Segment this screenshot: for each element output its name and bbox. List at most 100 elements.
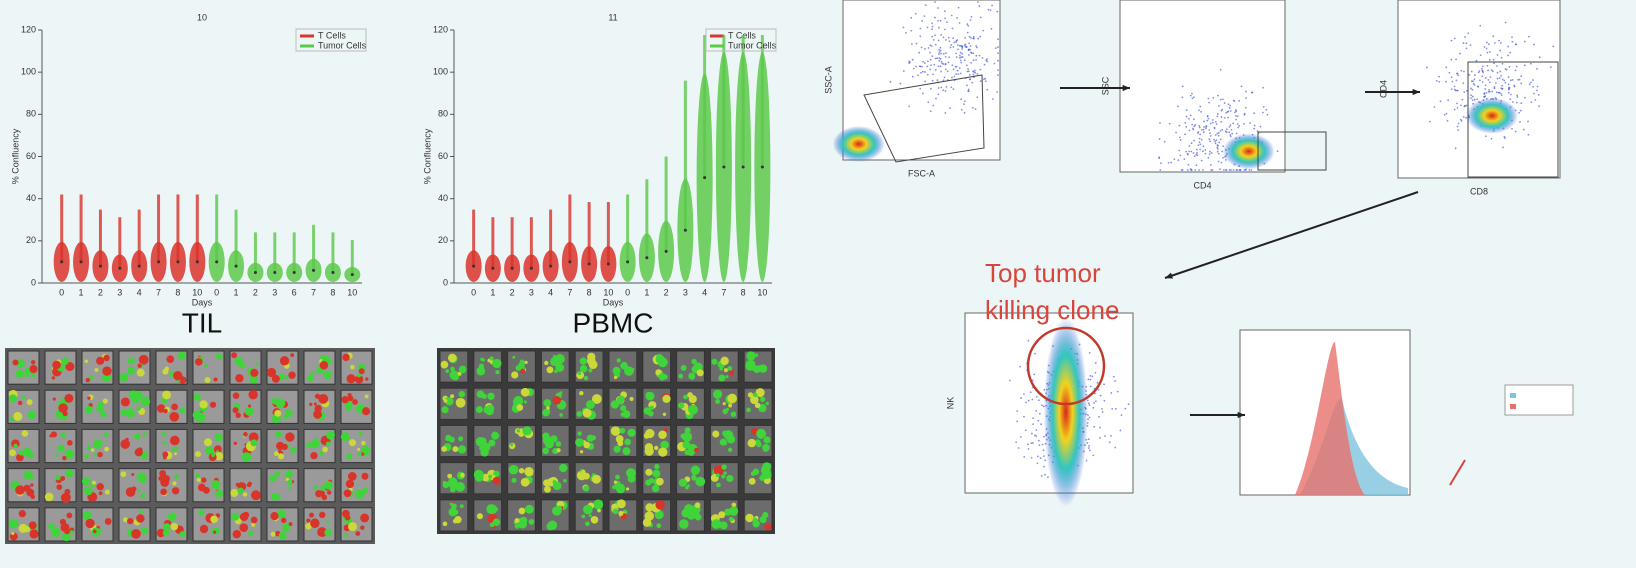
cell-blob [288, 522, 293, 526]
cell-blob [23, 484, 31, 492]
cell-blob [441, 406, 449, 414]
cell-blob [552, 396, 562, 405]
cell-blob [590, 515, 599, 524]
cell-blob [356, 373, 361, 378]
cell-blob [162, 523, 171, 531]
cell-blob [550, 357, 560, 367]
event-dot [1517, 78, 1519, 81]
cell-blob [520, 368, 526, 374]
cell-blob [555, 441, 562, 447]
event-dot [1473, 98, 1476, 101]
event-dot [1173, 158, 1176, 161]
cell-blob [492, 518, 501, 526]
cell-blob [713, 389, 723, 399]
event-dot [1502, 146, 1504, 149]
cell-blob [344, 403, 353, 411]
event-dot [944, 17, 947, 20]
cell-blob [64, 488, 71, 495]
event-dot [1191, 97, 1194, 100]
cell-blob [480, 448, 489, 457]
cell-blob [731, 502, 737, 508]
event-dot [1438, 80, 1441, 83]
event-dot [964, 100, 966, 103]
x-axis-label: CD4 [1193, 180, 1211, 190]
event-dot [1465, 104, 1468, 107]
cell-blob [56, 484, 63, 490]
cell-blob [306, 442, 313, 449]
event-dot [1471, 95, 1474, 98]
event-dot [1207, 97, 1210, 100]
event-dot [1481, 69, 1484, 72]
cell-blob [344, 514, 351, 521]
event-dot [919, 65, 921, 68]
cell-blob [120, 409, 127, 417]
event-dot [1243, 113, 1246, 116]
event-dot [975, 59, 977, 61]
event-dot [1211, 121, 1214, 124]
event-dot [961, 56, 964, 58]
event-dot [1094, 371, 1097, 374]
event-dot [1041, 443, 1044, 446]
event-dot [975, 54, 978, 57]
event-dot [1178, 149, 1181, 152]
cell-blob [29, 364, 38, 374]
cell-blob [354, 375, 364, 384]
event-dot [1199, 148, 1202, 151]
cell-blob [518, 361, 525, 369]
event-dot [935, 97, 937, 100]
event-dot [1536, 89, 1538, 92]
event-dot [924, 4, 927, 7]
median [626, 260, 630, 264]
event-dot [1040, 423, 1042, 426]
cell-blob [727, 393, 737, 404]
x-tick-label: 2 [664, 287, 669, 297]
event-dot [1457, 129, 1460, 131]
cell-blob [129, 357, 136, 364]
event-dot [1518, 78, 1521, 81]
event-dot [942, 79, 945, 82]
cell-blob [764, 523, 772, 531]
cell-blob [492, 476, 501, 485]
event-dot [958, 67, 961, 70]
event-dot [1089, 378, 1092, 381]
event-dot [1473, 84, 1476, 86]
chart-title: 10 [197, 12, 207, 22]
y-tick-label: 40 [438, 193, 448, 203]
cell-blob [559, 391, 563, 395]
cell-blob [136, 406, 141, 411]
cell-blob [13, 443, 18, 449]
event-dot [961, 52, 963, 55]
cell-blob [29, 474, 35, 480]
event-dot [955, 73, 958, 76]
cell-blob [61, 357, 69, 365]
cell-blob [518, 507, 526, 515]
event-dot [1507, 91, 1510, 94]
cell-blob [281, 443, 288, 451]
event-dot [1031, 398, 1034, 401]
event-dot [1467, 32, 1470, 35]
event-dot [1093, 392, 1096, 395]
cell-blob [448, 477, 458, 487]
cell-blob [688, 394, 697, 404]
event-dot [1253, 112, 1256, 115]
event-dot [1439, 100, 1442, 103]
event-dot [1237, 126, 1240, 129]
event-dot [1229, 124, 1232, 127]
event-dot [940, 70, 943, 73]
event-dot [1501, 84, 1504, 87]
cell-blob [320, 355, 324, 360]
event-dot [1214, 140, 1216, 143]
event-dot [1486, 64, 1489, 67]
event-dot [1481, 65, 1484, 68]
cell-blob [211, 480, 221, 490]
event-dot [902, 26, 905, 29]
event-dot [953, 41, 956, 44]
histogram-red [1295, 341, 1365, 495]
cell-blob [625, 487, 630, 491]
event-dot [1249, 122, 1251, 124]
cell-blob [290, 447, 297, 454]
event-dot [919, 35, 922, 38]
event-dot [1240, 85, 1243, 88]
event-dot [1504, 81, 1507, 84]
event-dot [1192, 152, 1195, 154]
